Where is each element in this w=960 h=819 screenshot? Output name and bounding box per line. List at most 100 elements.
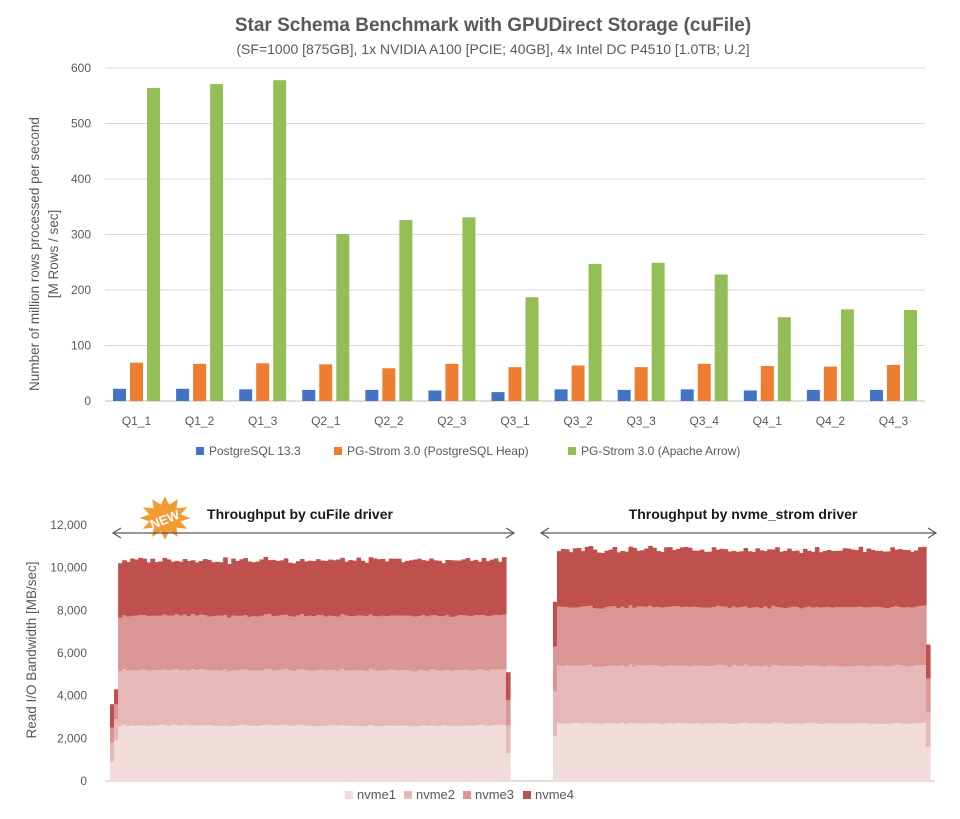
- stack-nvme2: [711, 665, 717, 724]
- stack-nvme2: [568, 665, 574, 724]
- bar-2-q2-3: [445, 363, 459, 401]
- stack-nvme4: [380, 558, 386, 616]
- stack-nvme3: [707, 607, 713, 666]
- stack-nvme2: [211, 670, 216, 726]
- stack-nvme1: [810, 722, 816, 781]
- stack-nvme2: [636, 665, 641, 724]
- stack-nvme2: [247, 670, 253, 726]
- stack-nvme3: [672, 606, 677, 666]
- stack-nvme4: [874, 550, 880, 607]
- stack-nvme4: [755, 548, 760, 608]
- stack-nvme2: [243, 669, 248, 726]
- stack-nvme1: [150, 725, 156, 781]
- stack-nvme1: [247, 725, 253, 781]
- stack-nvme3: [154, 615, 160, 670]
- bar-3-q1-1: [147, 87, 161, 401]
- stack-nvme2: [854, 665, 860, 724]
- stack-nvme1: [620, 722, 626, 781]
- stack-nvme3: [404, 615, 410, 671]
- stack-nvme4: [465, 558, 471, 616]
- stack-nvme2: [198, 669, 204, 726]
- stack-nvme2: [664, 665, 669, 724]
- stack-nvme3: [231, 615, 236, 670]
- stack-nvme2: [810, 665, 816, 723]
- stack-nvme1: [616, 723, 622, 781]
- stack-nvme1: [223, 725, 228, 781]
- stack-nvme2: [683, 665, 689, 724]
- stack-nvme1: [384, 725, 390, 781]
- stack-nvme4: [672, 550, 677, 607]
- stack-nvme3: [461, 615, 467, 671]
- stack-nvme4: [400, 562, 406, 616]
- stack-nvme2: [477, 669, 483, 725]
- stack-nvme4: [126, 561, 131, 617]
- bar-1-q3-4: [680, 389, 694, 401]
- stack-nvme2: [628, 664, 633, 723]
- stack-nvme2: [882, 666, 887, 724]
- stack-nvme4: [316, 559, 321, 616]
- stack-nvme2: [352, 670, 358, 726]
- stack-nvme1: [763, 723, 768, 781]
- stack-nvme2: [328, 669, 333, 726]
- stack-nvme2: [227, 671, 232, 727]
- stack-nvme3: [910, 607, 915, 667]
- stack-nvme1: [799, 724, 804, 781]
- stack-nvme2: [600, 666, 606, 724]
- stack-nvme3: [803, 607, 808, 666]
- stack-nvme4: [799, 552, 804, 609]
- stack-nvme4: [134, 559, 139, 616]
- bar-2-q3-4: [697, 363, 711, 401]
- stack-nvme2: [380, 670, 386, 727]
- stack-nvme3: [656, 606, 661, 666]
- bar-2-q1-1: [130, 362, 144, 401]
- stack-nvme1: [408, 726, 414, 781]
- stack-nvme2: [376, 671, 382, 727]
- stack-nvme1: [882, 723, 887, 781]
- stack-nvme1: [914, 723, 919, 781]
- stack-nvme3: [332, 616, 337, 670]
- stack-nvme1: [485, 726, 491, 781]
- stack-nvme2: [922, 665, 927, 723]
- stack-nvme4: [150, 558, 156, 616]
- stack-nvme3: [711, 606, 717, 666]
- legend-swatch: [334, 447, 342, 455]
- stack-nvme3: [818, 607, 824, 667]
- stack-nvme4: [668, 547, 673, 607]
- stack-nvme3: [612, 606, 618, 666]
- stack-nvme2: [731, 665, 737, 724]
- stack-nvme4: [162, 557, 168, 615]
- stack-nvme4: [473, 559, 479, 616]
- stack-nvme2: [223, 669, 228, 726]
- stack-nvme4: [572, 548, 578, 608]
- stack-nvme1: [202, 725, 208, 781]
- stack-nvme4: [182, 559, 188, 615]
- stack-nvme3: [882, 607, 887, 667]
- stack-nvme2: [755, 665, 760, 723]
- stack-nvme3: [384, 616, 390, 671]
- stack-nvme4: [170, 561, 176, 616]
- stack-nvme1: [283, 724, 289, 781]
- stack-nvme3: [620, 606, 626, 666]
- stack-nvme3: [727, 608, 733, 668]
- stack-nvme1: [368, 725, 374, 781]
- stack-nvme2: [461, 670, 467, 726]
- stack-nvme4: [320, 560, 325, 616]
- stack-nvme4: [898, 549, 903, 608]
- stack-nvme4: [202, 559, 208, 616]
- stack-nvme1: [457, 726, 463, 781]
- stack-nvme3: [719, 606, 725, 665]
- bar-1-q3-2: [554, 389, 568, 401]
- stack-nvme2: [425, 670, 430, 727]
- stack-nvme1: [336, 725, 341, 781]
- stack-nvme4: [906, 550, 911, 608]
- stack-nvme4: [747, 551, 753, 608]
- stack-nvme2: [616, 666, 622, 724]
- stack-nvme4: [227, 563, 232, 618]
- stack-nvme2: [215, 669, 220, 727]
- stack-nvme1: [668, 722, 673, 781]
- stack-nvme3: [640, 606, 645, 666]
- stack-nvme1: [600, 723, 606, 781]
- stack-nvme1: [910, 723, 915, 781]
- stack-nvme4: [743, 548, 749, 607]
- legend-swatch: [568, 447, 576, 455]
